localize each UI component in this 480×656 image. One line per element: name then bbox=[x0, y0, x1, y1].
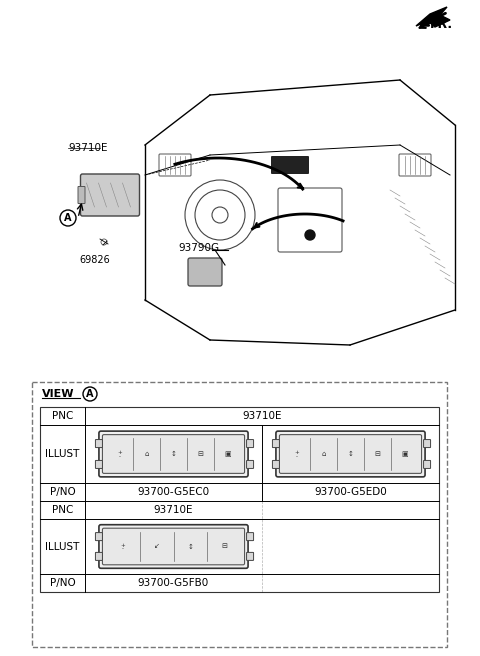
FancyBboxPatch shape bbox=[247, 440, 253, 447]
FancyBboxPatch shape bbox=[99, 525, 248, 568]
Text: 93710E: 93710E bbox=[68, 143, 108, 153]
FancyBboxPatch shape bbox=[247, 552, 253, 560]
Text: ↙: ↙ bbox=[154, 544, 159, 550]
Text: ⌂: ⌂ bbox=[144, 451, 149, 457]
Text: ⊟: ⊟ bbox=[198, 451, 204, 457]
Text: 93710E: 93710E bbox=[154, 505, 193, 515]
FancyBboxPatch shape bbox=[247, 461, 253, 468]
Text: P/NO: P/NO bbox=[49, 487, 75, 497]
FancyBboxPatch shape bbox=[273, 440, 279, 447]
Text: VIEW: VIEW bbox=[42, 389, 74, 399]
FancyBboxPatch shape bbox=[99, 431, 248, 477]
Text: ↕: ↕ bbox=[348, 451, 353, 457]
FancyBboxPatch shape bbox=[273, 461, 279, 468]
Text: PNC: PNC bbox=[52, 411, 73, 421]
Text: 93710E: 93710E bbox=[242, 411, 282, 421]
FancyBboxPatch shape bbox=[78, 186, 85, 203]
Text: ↕: ↕ bbox=[188, 544, 193, 550]
FancyBboxPatch shape bbox=[96, 552, 102, 560]
FancyBboxPatch shape bbox=[102, 528, 245, 565]
Text: ▣: ▣ bbox=[224, 451, 231, 457]
FancyBboxPatch shape bbox=[247, 533, 253, 541]
Text: 93790G: 93790G bbox=[178, 243, 219, 253]
Text: +: + bbox=[120, 543, 125, 548]
Text: +: + bbox=[117, 451, 122, 455]
Text: 69826: 69826 bbox=[80, 255, 110, 265]
FancyBboxPatch shape bbox=[279, 435, 421, 474]
Text: ↕: ↕ bbox=[170, 451, 177, 457]
FancyBboxPatch shape bbox=[81, 174, 140, 216]
Text: +: + bbox=[294, 451, 299, 455]
Text: 93700-G5ED0: 93700-G5ED0 bbox=[314, 487, 387, 497]
Text: -: - bbox=[119, 454, 120, 459]
FancyBboxPatch shape bbox=[276, 431, 425, 477]
FancyBboxPatch shape bbox=[96, 533, 102, 541]
Bar bbox=[40, 407, 439, 592]
FancyBboxPatch shape bbox=[188, 258, 222, 286]
Text: ILLUST: ILLUST bbox=[45, 449, 80, 459]
Text: ▣: ▣ bbox=[401, 451, 408, 457]
Text: 93700-G5FB0: 93700-G5FB0 bbox=[138, 578, 209, 588]
Text: ⌂: ⌂ bbox=[321, 451, 326, 457]
Text: A: A bbox=[86, 389, 94, 399]
Circle shape bbox=[305, 230, 315, 240]
Text: -: - bbox=[122, 546, 124, 552]
Text: PNC: PNC bbox=[52, 505, 73, 515]
FancyBboxPatch shape bbox=[423, 440, 431, 447]
Text: ILLUST: ILLUST bbox=[45, 541, 80, 552]
FancyBboxPatch shape bbox=[96, 461, 102, 468]
Text: A: A bbox=[64, 213, 72, 223]
FancyBboxPatch shape bbox=[423, 461, 431, 468]
Text: ⊟: ⊟ bbox=[221, 544, 227, 550]
Text: P/NO: P/NO bbox=[49, 578, 75, 588]
Text: 93700-G5EC0: 93700-G5EC0 bbox=[137, 487, 210, 497]
FancyBboxPatch shape bbox=[96, 440, 102, 447]
Text: ⊟: ⊟ bbox=[374, 451, 381, 457]
FancyBboxPatch shape bbox=[102, 435, 245, 474]
Polygon shape bbox=[416, 7, 450, 27]
Text: FR.: FR. bbox=[430, 18, 453, 31]
FancyBboxPatch shape bbox=[271, 156, 309, 174]
Text: -: - bbox=[296, 454, 298, 459]
